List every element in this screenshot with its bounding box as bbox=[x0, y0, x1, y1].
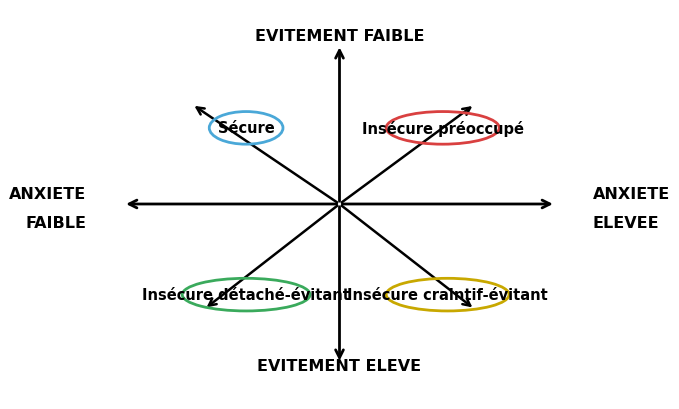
Text: ELEVEE: ELEVEE bbox=[593, 215, 659, 230]
Text: Sécure: Sécure bbox=[218, 121, 274, 136]
Text: ANXIETE: ANXIETE bbox=[593, 186, 670, 201]
Text: Insécure détaché-évitant: Insécure détaché-évitant bbox=[142, 288, 350, 302]
Text: Insécure craintif-évitant: Insécure craintif-évitant bbox=[347, 288, 548, 302]
Text: EVITEMENT FAIBLE: EVITEMENT FAIBLE bbox=[255, 29, 424, 44]
Text: FAIBLE: FAIBLE bbox=[25, 215, 86, 230]
Text: ANXIETE: ANXIETE bbox=[9, 186, 86, 201]
Text: Insécure préoccupé: Insécure préoccupé bbox=[362, 121, 524, 137]
Text: EVITEMENT ELEVE: EVITEMENT ELEVE bbox=[257, 358, 422, 373]
